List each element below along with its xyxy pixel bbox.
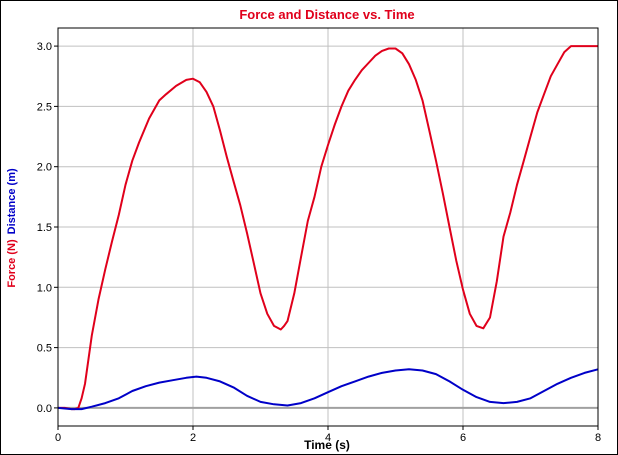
force-series-line	[58, 45, 598, 411]
x-tick-label: 4	[325, 432, 331, 444]
y-tick-label: 0.5	[37, 343, 52, 355]
y-tick-label: 1.5	[37, 222, 52, 234]
plot-area-border	[57, 27, 599, 427]
y-axis-ticks: 0.0 0.5 1.0 1.5 2.0 2.5 3.0	[37, 41, 58, 415]
x-tick-label: 8	[595, 432, 601, 444]
distance-series-line	[57, 368, 599, 411]
y-tick-label: 2.0	[37, 162, 52, 174]
y-tick-label: 3.0	[37, 41, 52, 53]
chart-title: Force and Distance vs. Time	[239, 7, 414, 22]
series-lines	[57, 45, 599, 411]
y-axis-label-distance: Distance (m)	[6, 168, 18, 234]
x-tick-label: 2	[190, 432, 196, 444]
grid-lines	[58, 28, 598, 426]
x-tick-label: 6	[460, 432, 466, 444]
x-tick-label: 0	[55, 432, 61, 444]
y-axis-label-group: Force (N) Distance (m)	[6, 168, 18, 288]
x-axis-label: Time (s)	[304, 438, 350, 452]
x-axis-ticks: 0 2 4 6 8	[55, 426, 601, 444]
y-axis-label-force: Force (N)	[6, 239, 18, 288]
y-tick-label: 0.0	[37, 403, 52, 415]
svg-text:Force (N)Distance (m): Force (N) Distance (m)	[6, 168, 18, 288]
y-tick-label: 1.0	[37, 282, 52, 294]
y-tick-label: 2.5	[37, 101, 52, 113]
